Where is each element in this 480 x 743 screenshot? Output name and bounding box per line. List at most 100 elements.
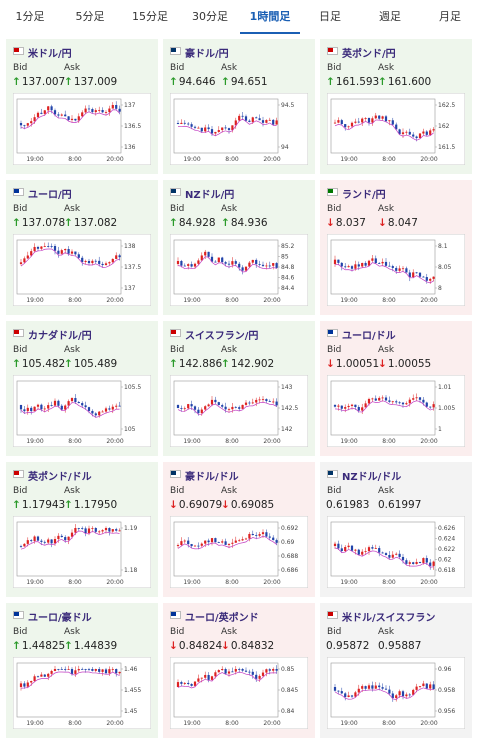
tab[interactable]: 月足: [439, 10, 461, 23]
candle-body: [23, 683, 26, 687]
rate-card[interactable]: 英ポンド/ドル Bid Ask ↑1.17943 ↑1.17950 1.19 1.18 19:…: [6, 462, 158, 597]
tab[interactable]: 5分足: [75, 10, 105, 23]
trend-arrow: ↑: [221, 76, 230, 88]
candle-body: [333, 405, 337, 407]
pair-name[interactable]: ユーロ/ドル: [342, 331, 396, 342]
candle-body: [415, 136, 418, 139]
candle-body: [50, 246, 53, 247]
candle-body: [214, 399, 217, 403]
trend-arrow: ↑: [12, 358, 21, 370]
tab[interactable]: 30分足: [192, 10, 228, 23]
pair-name[interactable]: NZドル/ドル: [342, 472, 402, 483]
pair-name[interactable]: スイスフラン/円: [185, 331, 259, 342]
tab[interactable]: 日足: [319, 10, 341, 23]
candle-body: [275, 669, 278, 671]
candle-body: [30, 121, 33, 124]
rate-card[interactable]: ユーロ/豪ドル Bid Ask ↑1.44825 ↑1.44839 1.46 1.455 1.…: [6, 603, 158, 738]
candle-body: [408, 272, 411, 278]
candle-body: [244, 538, 248, 540]
trend-arrow: ↑: [378, 76, 387, 88]
ask-value: ↑1.17950: [64, 499, 117, 511]
candle-body: [64, 249, 67, 251]
candle-body: [248, 533, 251, 539]
rate-card[interactable]: 米ドル/円 Bid Ask ↑137.007 ↑137.009 137 136.5 136 19…: [6, 39, 158, 174]
tab[interactable]: 週足: [379, 10, 401, 23]
candle-body: [187, 264, 190, 266]
candle-body: [432, 129, 435, 131]
y-tick-label: 136.5: [124, 123, 141, 130]
pair-name[interactable]: NZドル/円: [185, 190, 235, 201]
tab[interactable]: 15分足: [132, 10, 168, 23]
y-tick-label: 1.19: [124, 525, 138, 532]
tab[interactable]: 1分足: [15, 10, 45, 23]
tab[interactable]: 1時間足: [240, 0, 300, 34]
candle-body: [248, 262, 251, 267]
pair-name[interactable]: 豪ドル/円: [185, 49, 229, 60]
pair-name[interactable]: 米ドル/円: [28, 49, 72, 60]
candle-body: [357, 121, 360, 123]
pair-name[interactable]: 英ポンド/円: [342, 49, 396, 60]
rate-card[interactable]: 米ドル/スイスフラン Bid Ask 0.95872 0.95887 0.96 0.958 0…: [320, 603, 472, 738]
candle-body: [432, 561, 435, 566]
price: 137.007: [21, 76, 66, 88]
pair-name[interactable]: ユーロ/豪ドル: [28, 613, 92, 624]
average-line: [20, 109, 120, 129]
candle-body: [275, 120, 278, 125]
candle-body: [91, 669, 94, 671]
candle-body: [398, 402, 401, 404]
pair-name[interactable]: ユーロ/円: [28, 190, 72, 201]
rate-card[interactable]: ユーロ/英ポンド Bid Ask ↓0.84824 ↓0.84832 0.85 0.845 0…: [163, 603, 315, 738]
candle-body: [53, 669, 57, 671]
candle-body: [272, 401, 275, 403]
candle-body: [384, 397, 388, 401]
candle-body: [340, 548, 343, 552]
pair-name[interactable]: カナダドル/円: [28, 331, 92, 342]
candle-body: [87, 108, 91, 110]
bid-label: Bid: [13, 63, 28, 73]
pair-name[interactable]: 英ポンド/ドル: [28, 472, 92, 483]
candle-body: [84, 669, 87, 670]
mini-chart: 0.96 0.958 0.956 19:00 8:00 20:00: [327, 657, 465, 729]
candle-body: [405, 268, 408, 273]
candle-body: [214, 261, 217, 263]
price: 8.037: [335, 217, 366, 229]
rate-card[interactable]: ランド/円 Bid Ask ↓8.037 ↓8.047 8.1 8.05 8 19:00 8:00…: [320, 180, 472, 315]
pair-name[interactable]: ユーロ/英ポンド: [185, 613, 259, 624]
rate-card[interactable]: カナダドル/円 Bid Ask ↑105.482 ↑105.489 105.5 105 19:…: [6, 321, 158, 456]
trend-arrow: ↑: [326, 76, 335, 88]
flag-part: [14, 189, 19, 193]
ask-value: ↓0.84832: [221, 640, 274, 652]
rate-card[interactable]: 豪ドル/ドル Bid Ask ↓0.69079 ↓0.69085 0.692 0.69 0.6…: [163, 462, 315, 597]
y-tick-label: 1.18: [124, 567, 138, 574]
rate-card[interactable]: スイスフラン/円 Bid Ask ↑142.886 ↑142.902 143 142.5 14…: [163, 321, 315, 456]
x-tick-label: 19:00: [340, 156, 357, 163]
candle-body: [84, 108, 87, 113]
bid-label: Bid: [327, 63, 342, 73]
flag-icon: [170, 611, 181, 619]
rate-card[interactable]: 豪ドル/円 Bid Ask ↑94.646 ↑94.651 94.5 94 19:00 8:00…: [163, 39, 315, 174]
rate-card[interactable]: NZドル/円 Bid Ask ↑84.928 ↑84.936 85.2 85 84.8 84.6…: [163, 180, 315, 315]
x-tick-label: 20:00: [106, 720, 123, 727]
bid-label: Bid: [327, 627, 342, 637]
rate-card[interactable]: ユーロ/円 Bid Ask ↑137.078 ↑137.082 138 137.5 137 19…: [6, 180, 158, 315]
candle-body: [412, 689, 415, 695]
rate-card[interactable]: NZドル/ドル Bid Ask 0.61983 0.61997 0.626 0.624 0.6…: [320, 462, 472, 597]
candle-body: [429, 684, 432, 689]
candle-body: [378, 115, 381, 119]
candle-body: [53, 246, 57, 251]
candle-body: [193, 126, 197, 128]
candle-body: [272, 669, 275, 671]
y-tick-label: 161.5: [438, 144, 455, 151]
rate-card[interactable]: ユーロ/ドル Bid Ask ↓1.00051 ↓1.00055 1.01 1.005 1 19…: [320, 321, 472, 456]
pair-name[interactable]: ランド/円: [342, 190, 386, 201]
y-tick-label: 0.69: [281, 539, 295, 546]
pair-name[interactable]: 米ドル/スイスフラン: [342, 613, 436, 624]
candle-body: [227, 409, 231, 411]
candle-body: [217, 402, 220, 406]
x-tick-label: 20:00: [263, 156, 280, 163]
pair-name[interactable]: 豪ドル/ドル: [185, 472, 239, 483]
rate-card[interactable]: 英ポンド/円 Bid Ask ↑161.593 ↑161.600 162.5 162 161.…: [320, 39, 472, 174]
plot-frame: [16, 521, 122, 577]
candle-body: [244, 266, 248, 271]
average-line: [177, 535, 277, 550]
